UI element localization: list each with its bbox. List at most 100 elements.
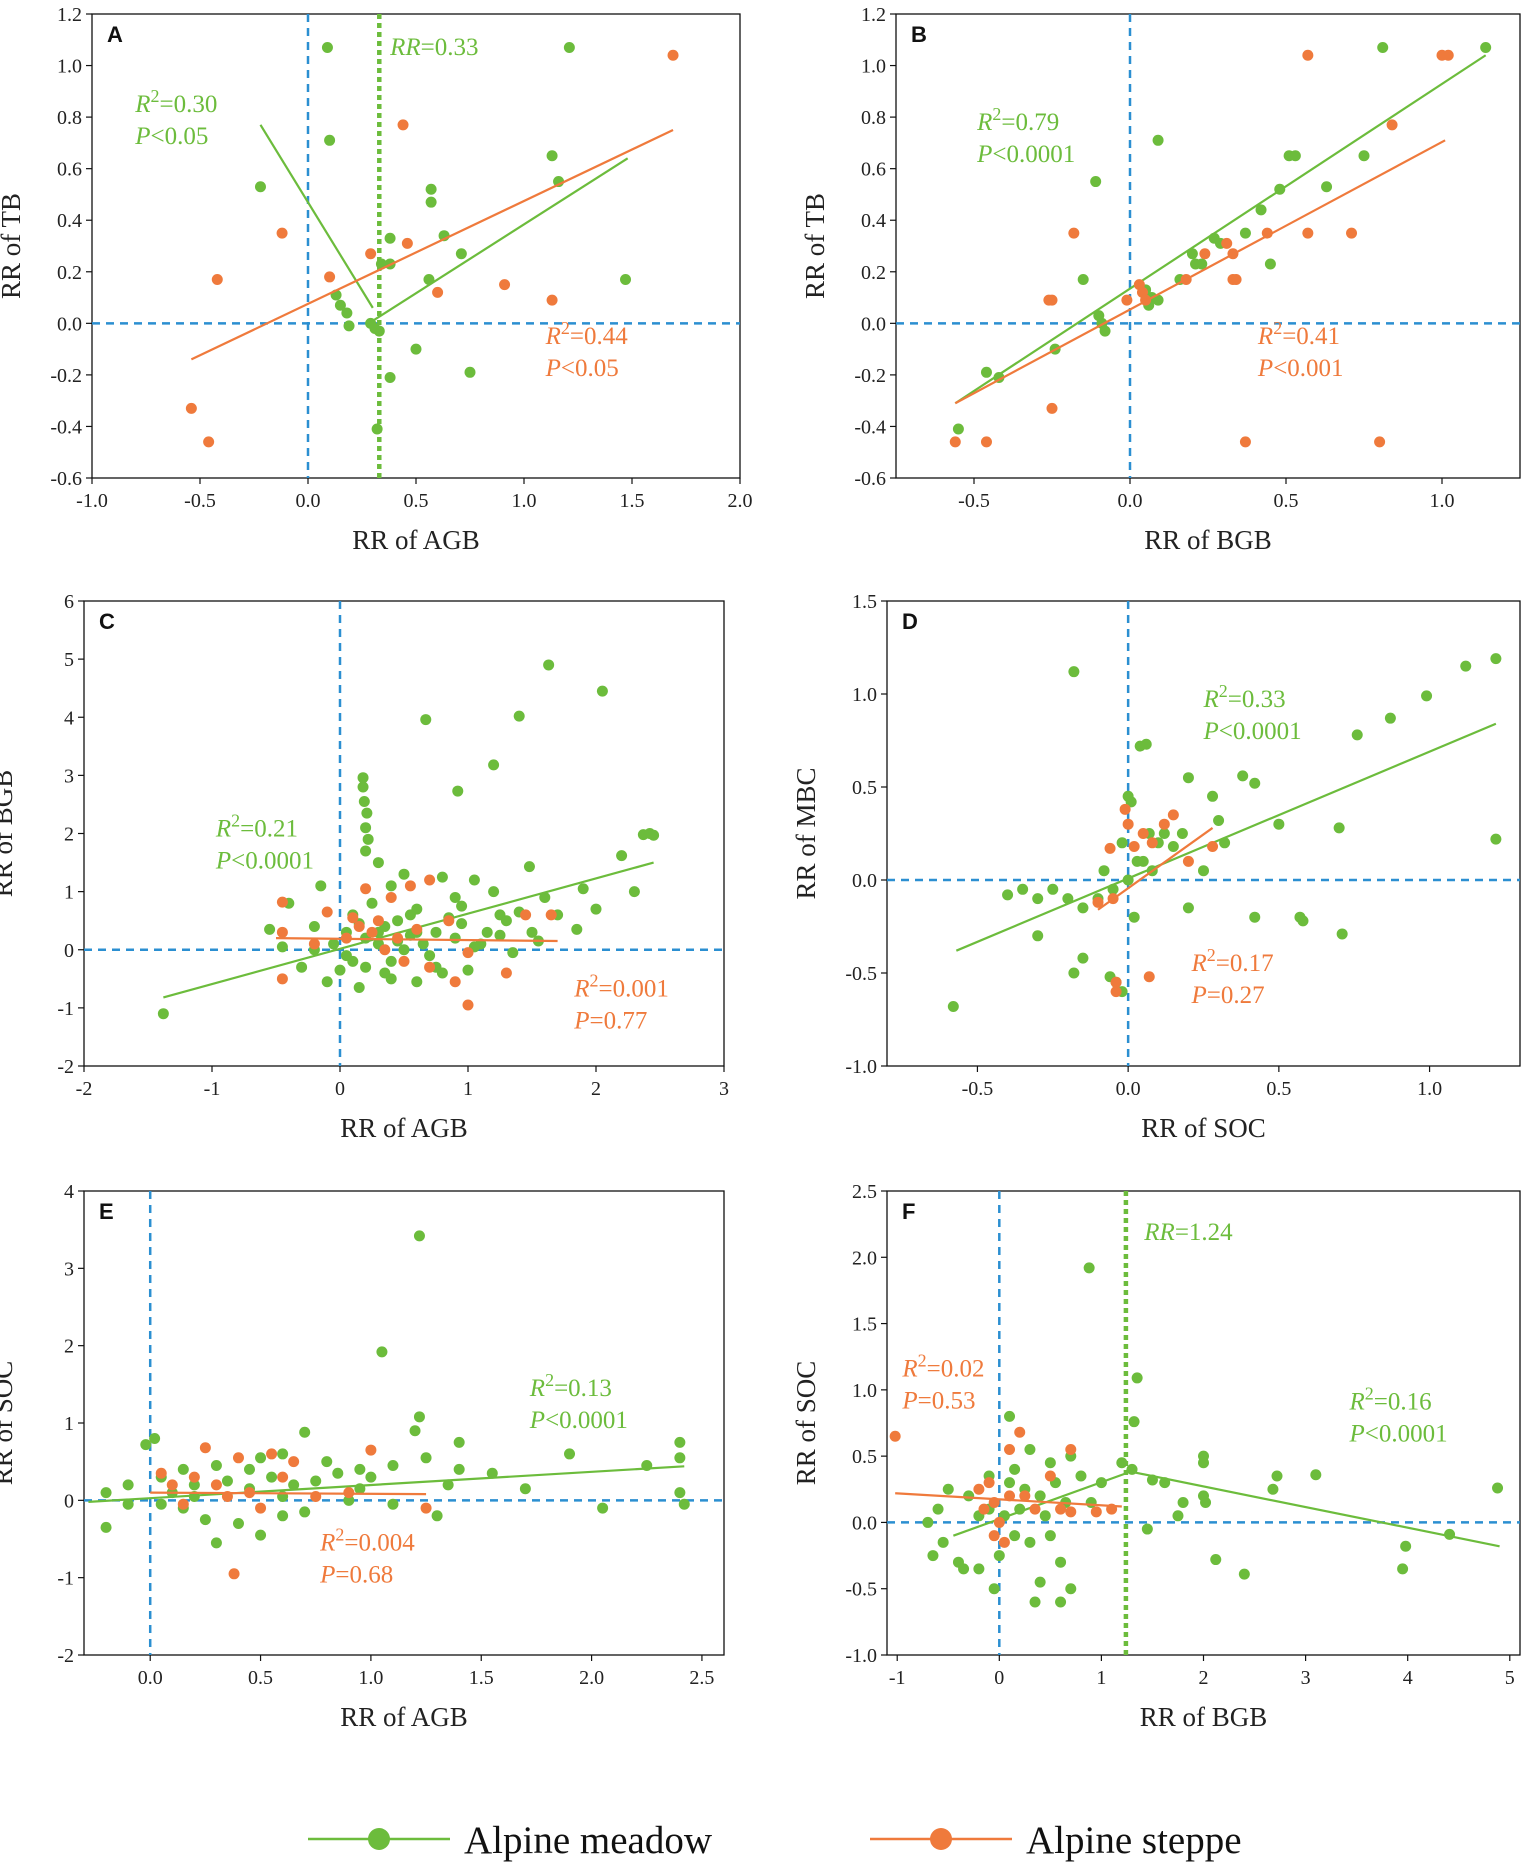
meadow-point — [1034, 1576, 1046, 1588]
meadow-point — [376, 1346, 388, 1358]
meadow-point — [334, 964, 346, 976]
meadow-fit-line — [955, 722, 1497, 952]
y-tick-label: 1.2 — [57, 4, 82, 26]
steppe-point — [277, 1471, 289, 1483]
steppe-point — [449, 976, 461, 988]
steppe-stat-p: P=0.77 — [573, 1007, 647, 1034]
y-tick-label: -0.2 — [854, 365, 886, 387]
meadow-point — [365, 1471, 377, 1483]
steppe-point — [1092, 896, 1104, 908]
steppe-point — [411, 923, 423, 935]
meadow-point — [453, 1463, 465, 1475]
threshold-label: RR=1.24 — [1143, 1219, 1233, 1246]
meadow-point — [347, 955, 359, 967]
meadow-stat-p: P<0.0001 — [976, 141, 1075, 168]
meadow-point — [255, 1452, 267, 1464]
meadow-point — [411, 976, 423, 988]
meadow-point — [1490, 653, 1502, 665]
y-tick-label: 1 — [64, 882, 74, 904]
x-tick-label: 0 — [335, 1078, 345, 1100]
steppe-point — [276, 926, 288, 938]
steppe-point — [1207, 841, 1219, 853]
steppe-point — [1239, 436, 1251, 448]
meadow-point — [361, 807, 373, 819]
y-tick-label: 0.5 — [852, 777, 877, 799]
meadow-point — [264, 923, 276, 935]
meadow-point — [1273, 818, 1285, 830]
meadow-point — [1099, 325, 1111, 337]
meadow-point — [332, 1467, 344, 1479]
steppe-point — [973, 1483, 985, 1495]
x-axis-label: RR of AGB — [340, 1113, 468, 1143]
meadow-point — [357, 772, 369, 784]
series-steppe — [185, 49, 679, 448]
meadow-point — [1083, 1262, 1095, 1274]
meadow-point — [430, 926, 442, 938]
meadow-point — [155, 1498, 167, 1510]
steppe-point — [545, 909, 557, 921]
meadow-point — [140, 1439, 152, 1451]
meadow-point — [678, 1498, 690, 1510]
meadow-point — [371, 423, 383, 435]
meadow-point — [1077, 274, 1089, 286]
meadow-point — [1249, 911, 1261, 923]
x-tick-label: 0.5 — [1274, 490, 1299, 512]
meadow-point — [1198, 1457, 1209, 1469]
steppe-point — [1055, 1503, 1067, 1515]
y-tick-label: 4 — [64, 707, 74, 729]
steppe-point — [379, 944, 391, 956]
meadow-point — [616, 850, 628, 862]
meadow-point — [1068, 666, 1080, 678]
meadow-point — [1321, 181, 1333, 193]
steppe-point — [993, 1516, 1005, 1528]
x-tick-label: 1.5 — [620, 490, 645, 512]
steppe-point — [324, 271, 336, 283]
meadow-point — [453, 1436, 465, 1448]
steppe-point — [401, 237, 413, 249]
steppe-point — [998, 1536, 1010, 1548]
plot-frame — [83, 1190, 725, 1656]
meadow-point — [973, 1563, 985, 1575]
meadow-point — [1077, 952, 1089, 964]
meadow-fit-line — [259, 124, 374, 309]
meadow-point — [310, 1475, 322, 1487]
y-tick-label: 0 — [64, 1490, 74, 1512]
meadow-point — [425, 183, 437, 195]
y-tick-label: 0.2 — [57, 262, 82, 284]
meadow-stat-p: P<0.05 — [134, 123, 208, 150]
steppe-point — [276, 973, 288, 985]
meadow-point — [277, 1448, 289, 1460]
meadow-point — [1213, 814, 1225, 826]
x-tick-label: 0.0 — [1116, 1078, 1141, 1100]
meadow-point — [431, 1510, 443, 1522]
steppe-point — [520, 909, 532, 921]
meadow-point — [373, 325, 385, 337]
x-tick-label: 4 — [1403, 1667, 1413, 1689]
meadow-point — [1152, 294, 1164, 306]
steppe-point — [1046, 402, 1058, 414]
meadow-point — [507, 947, 519, 959]
meadow-point — [1131, 855, 1143, 867]
meadow-fit-line — [163, 861, 654, 999]
meadow-stat-r2: R2=0.33 — [1203, 681, 1286, 713]
meadow-point — [122, 1498, 134, 1510]
steppe-point — [1068, 227, 1080, 239]
meadow-point — [424, 950, 436, 962]
meadow-point — [1131, 1372, 1143, 1384]
meadow-point — [488, 759, 500, 771]
meadow-stat-r2: R2=0.21 — [215, 810, 298, 842]
meadow-point — [1098, 865, 1110, 877]
steppe-point — [255, 1502, 267, 1514]
steppe-stat-r2: R2=0.44 — [545, 318, 629, 350]
meadow-point — [1207, 790, 1219, 802]
meadow-stat-p: P<0.0001 — [1348, 1421, 1447, 1448]
y-tick-label: 0.2 — [861, 262, 886, 284]
steppe-point — [978, 1503, 990, 1515]
meadow-point — [1480, 42, 1492, 54]
panel-letter: C — [99, 609, 115, 634]
y-tick-label: 1.0 — [852, 1380, 877, 1402]
meadow-point — [1264, 258, 1276, 270]
steppe-fit-line — [275, 937, 558, 943]
panel-letter: D — [902, 609, 918, 634]
